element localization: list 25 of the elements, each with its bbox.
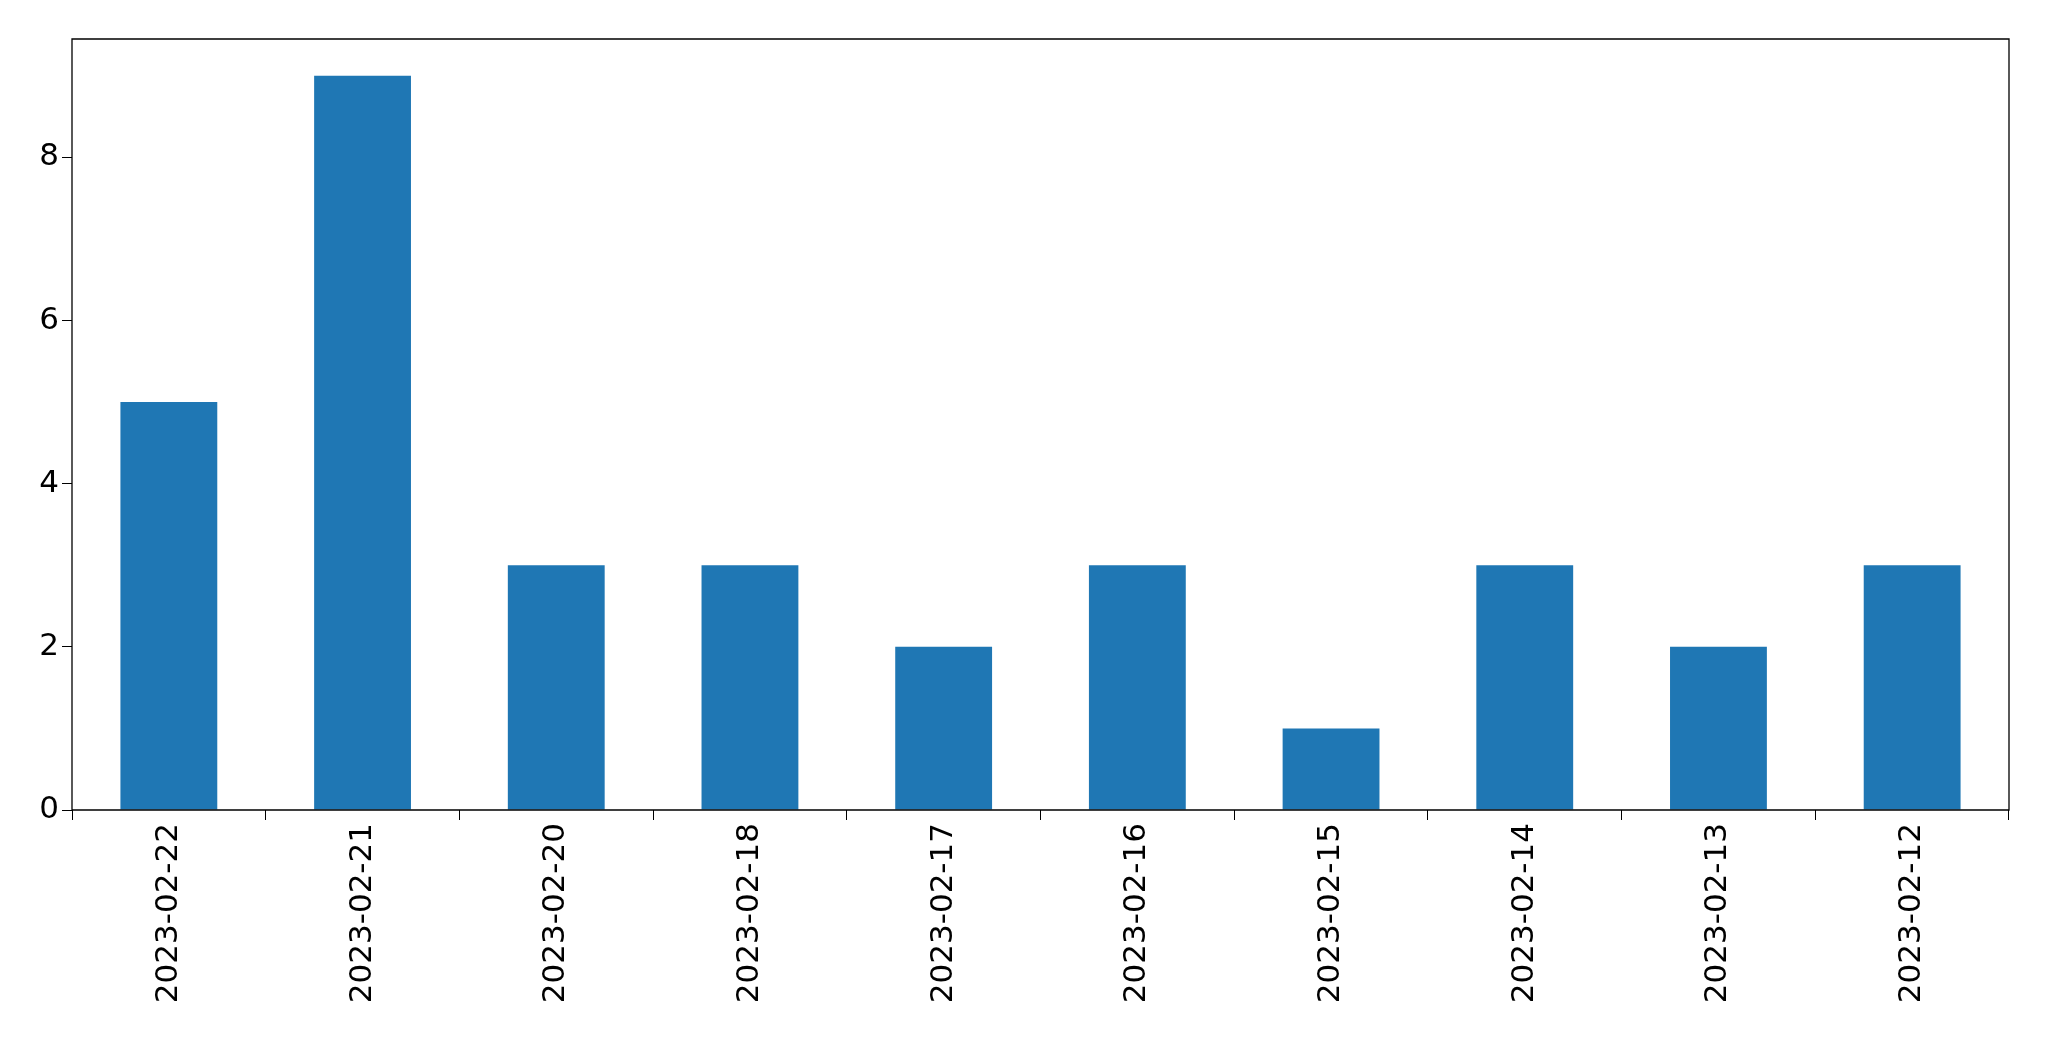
x-tick-label: 2023-02-17 [922,823,959,1004]
bar [895,646,993,810]
x-tick-label: 2023-02-16 [1116,823,1153,1004]
x-tick-label: 2023-02-13 [1697,823,1734,1004]
y-tick-label: 8 [39,136,59,173]
y-tick-label: 4 [39,462,59,499]
x-tick-label: 2023-02-22 [147,823,184,1004]
x-tick-label: 2023-02-14 [1503,823,1540,1004]
x-tick-label: 2023-02-20 [535,823,572,1004]
y-tick-label: 6 [39,299,59,336]
bar [1282,728,1380,810]
bar [1088,565,1186,810]
y-tick-label: 2 [39,625,59,662]
bar [1476,565,1574,810]
x-tick-label: 2023-02-21 [341,823,378,1004]
bar [120,402,218,810]
y-tick-label: 0 [39,789,59,826]
x-tick-label: 2023-02-15 [1310,823,1347,1004]
bar [314,75,411,810]
bar [1670,646,1767,810]
bar [507,565,605,810]
x-tick-label: 2023-02-18 [729,823,765,1004]
bar [1863,565,1961,810]
bar [701,565,799,810]
x-tick-label: 2023-02-12 [1891,823,1928,1004]
